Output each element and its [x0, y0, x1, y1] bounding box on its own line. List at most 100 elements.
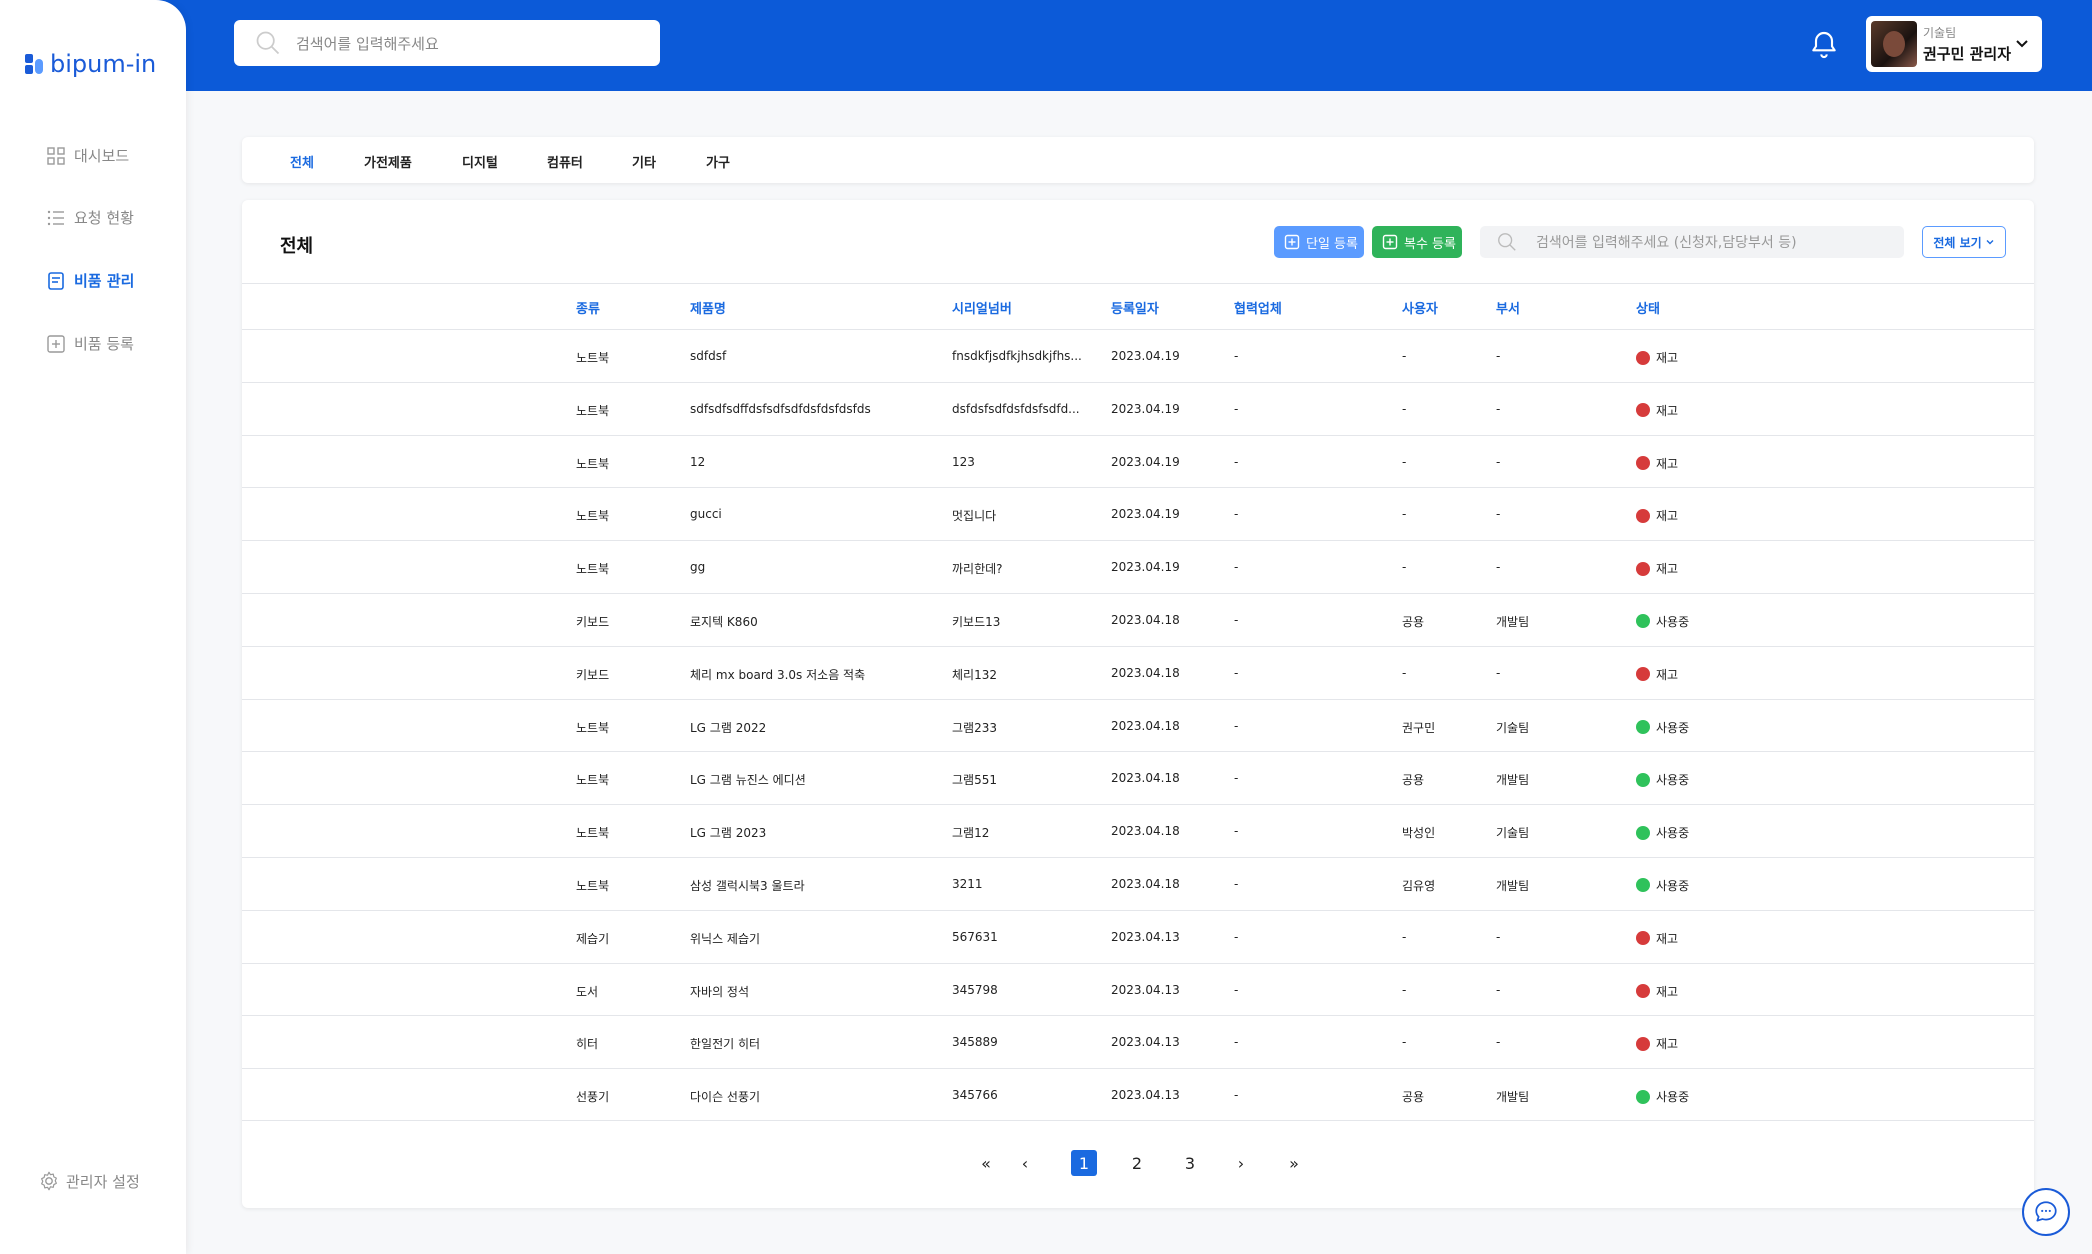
- tab-computer[interactable]: 컴퓨터: [547, 156, 583, 171]
- admin-settings-link[interactable]: 관리자 설정: [38, 1170, 140, 1192]
- tab-digital[interactable]: 디지털: [462, 156, 498, 171]
- multi-register-button[interactable]: 복수 등록: [1372, 226, 1462, 258]
- header-status[interactable]: 상태: [1636, 302, 1660, 317]
- cell-serial: 123: [952, 454, 975, 469]
- profile-menu[interactable]: 기술팀 권구민 관리자: [1866, 16, 2042, 72]
- cell-vendor: -: [1234, 771, 1239, 786]
- page-last-button[interactable]: »: [1289, 1153, 1299, 1173]
- cell-dept: 기술팀: [1496, 826, 1530, 841]
- logo[interactable]: bipum-in: [24, 50, 156, 78]
- header-dept[interactable]: 부서: [1496, 302, 1520, 317]
- page-1-button[interactable]: 1: [1071, 1150, 1097, 1176]
- header-date[interactable]: 등록일자: [1111, 302, 1159, 317]
- table-row[interactable]: 히터 한일전기 히터 345889 2023.04.13 - - - 재고: [242, 1015, 2034, 1068]
- table-row[interactable]: 노트북 LG 그램 2023 그램12 2023.04.18 - 박성인 기술팀 사용중: [242, 804, 2034, 857]
- table-row[interactable]: 제습기 위닉스 제습기 567631 2023.04.13 - - - 재고: [242, 909, 2034, 963]
- cell-date: 2023.04.13: [1111, 1088, 1180, 1103]
- cell-date: 2023.04.19: [1111, 454, 1180, 469]
- cell-dept: 기술팀: [1496, 720, 1530, 735]
- cell-serial: dsfdsfsdfdsfdsfsdfd...: [952, 401, 1080, 416]
- cell-serial: 567631: [952, 929, 998, 944]
- table-row[interactable]: 도서 자바의 정석 345798 2023.04.13 - - - 재고: [242, 962, 2034, 1016]
- header-user[interactable]: 사용자: [1402, 302, 1438, 317]
- search-icon: [1498, 233, 1516, 251]
- sidebar-item-label: 요청 현황: [74, 209, 134, 227]
- sidebar-item-dashboard[interactable]: 대시보드: [46, 145, 129, 166]
- cell-user: 공용: [1402, 773, 1425, 788]
- cell-user: -: [1402, 665, 1407, 680]
- view-all-dropdown[interactable]: 전체 보기: [1922, 226, 2006, 258]
- gear-icon: [41, 1171, 57, 1191]
- cell-user: 공용: [1402, 614, 1425, 629]
- supplies-list-card: 전체 단일 등록 복수 등록 검색어를 입력해주세요 (신청자,담당부서 등) …: [242, 200, 2034, 1208]
- plus-square-icon: [1382, 234, 1398, 250]
- status-dot: [1636, 720, 1650, 735]
- cell-dept: 개발팀: [1496, 773, 1530, 788]
- cell-type: 노트북: [576, 826, 610, 841]
- table-row[interactable]: 노트북 sdfdsf fnsdkfjsdfkjhsdkjfhs... 2023.04.…: [242, 329, 2034, 382]
- page-next-button[interactable]: ›: [1237, 1153, 1245, 1173]
- single-register-button[interactable]: 단일 등록: [1274, 226, 1364, 258]
- page-first-button[interactable]: «: [981, 1153, 991, 1173]
- table-row[interactable]: 노트북 LG 그램 뉴진스 에디션 그램551 2023.04.18 - 공용 개발팀 사용중: [242, 751, 2034, 804]
- cell-date: 2023.04.18: [1111, 876, 1180, 891]
- status-badge: 재고: [1636, 560, 1678, 577]
- cell-vendor: -: [1234, 824, 1239, 839]
- cell-type: 히터: [576, 1037, 599, 1052]
- status-badge: 재고: [1636, 402, 1678, 419]
- cell-vendor: -: [1234, 929, 1239, 944]
- status-badge: 사용중: [1636, 719, 1689, 736]
- cell-vendor: -: [1234, 612, 1239, 627]
- chat-button[interactable]: [2022, 1188, 2070, 1236]
- sidebar-item-label: 대시보드: [74, 147, 130, 165]
- page-prev-button[interactable]: ‹: [1021, 1153, 1029, 1173]
- cell-serial: 3211: [952, 876, 983, 891]
- page-3-button[interactable]: 3: [1184, 1153, 1196, 1173]
- logo-text: bipum-in: [50, 50, 157, 78]
- status-label: 사용중: [1656, 773, 1690, 788]
- page-title: 전체: [280, 236, 314, 257]
- table-row[interactable]: 키보드 로지텍 K860 키보드13 2023.04.18 - 공용 개발팀 사용중: [242, 592, 2034, 646]
- status-dot: [1636, 561, 1650, 576]
- table-row[interactable]: 노트북 삼성 갤럭시북3 울트라 3211 2023.04.18 - 김유영 개발팀 사용중: [242, 856, 2034, 910]
- tab-appliances[interactable]: 가전제품: [364, 156, 412, 171]
- sidebar-item-supplies-register[interactable]: 비품 등록: [46, 333, 134, 354]
- cell-date: 2023.04.19: [1111, 349, 1180, 363]
- cell-date: 2023.04.19: [1111, 560, 1180, 575]
- logo-mark-icon: [25, 54, 43, 74]
- sidebar-item-requests[interactable]: 요청 현황: [46, 207, 134, 228]
- status-dot: [1636, 825, 1650, 840]
- avatar: [1871, 21, 1917, 67]
- status-badge: 사용중: [1636, 613, 1689, 630]
- header-product-name[interactable]: 제품명: [690, 302, 726, 317]
- table-row[interactable]: 선풍기 다이슨 선풍기 345766 2023.04.13 - 공용 개발팀 사용중: [242, 1068, 2034, 1121]
- list-search-input[interactable]: 검색어를 입력해주세요 (신청자,담당부서 등): [1480, 226, 1904, 258]
- cell-user: -: [1402, 560, 1407, 575]
- table-row[interactable]: 노트북 sdfsdfsdffdsfsdfsdfdsfdsfdsfds dsfdsfs…: [242, 381, 2034, 435]
- cell-product-name: sdfdsf: [690, 349, 727, 363]
- cell-type: 노트북: [576, 878, 610, 893]
- chevron-down-icon[interactable]: [2014, 36, 2030, 52]
- tab-furniture[interactable]: 가구: [706, 156, 730, 171]
- cell-product-name: 다이슨 선풍기: [690, 1090, 761, 1105]
- header-serial[interactable]: 시리얼넘버: [952, 302, 1012, 317]
- sidebar-item-supplies-management[interactable]: 비품 관리: [46, 270, 134, 291]
- global-search-input[interactable]: 검색어를 입력해주세요: [234, 20, 660, 66]
- header-type[interactable]: 종류: [576, 302, 600, 317]
- tab-etc[interactable]: 기타: [632, 156, 656, 171]
- table-row[interactable]: 노트북 LG 그램 2022 그램233 2023.04.18 - 권구민 기술팀 사용중: [242, 698, 2034, 752]
- table-row[interactable]: 키보드 체리 mx board 3.0s 저소음 적축 체리132 2023.04.1…: [242, 645, 2034, 699]
- list-icon: [47, 210, 64, 225]
- table-row[interactable]: 노트북 12 123 2023.04.19 - - - 재고: [242, 434, 2034, 488]
- category-tabs: 전체 가전제품 디지털 컴퓨터 기타 가구: [242, 137, 2034, 183]
- header-vendor[interactable]: 협력업체: [1234, 302, 1282, 317]
- cell-product-name: 한일전기 히터: [690, 1037, 761, 1052]
- status-label: 재고: [1656, 509, 1679, 524]
- bell-icon[interactable]: [1808, 28, 1840, 62]
- tab-all[interactable]: 전체: [290, 156, 314, 171]
- page-2-button[interactable]: 2: [1131, 1153, 1143, 1173]
- table-row[interactable]: 노트북 gucci 멋집니다 2023.04.19 - - - 재고: [242, 487, 2034, 540]
- status-label: 재고: [1656, 562, 1679, 577]
- table-row[interactable]: 노트북 gg 까리한데? 2023.04.19 - - - 재고: [242, 540, 2034, 593]
- supplies-table: 종류 제품명 시리얼넘버 등록일자 협력업체 사용자 부서 상태 노트북 sdfd…: [242, 283, 2034, 1121]
